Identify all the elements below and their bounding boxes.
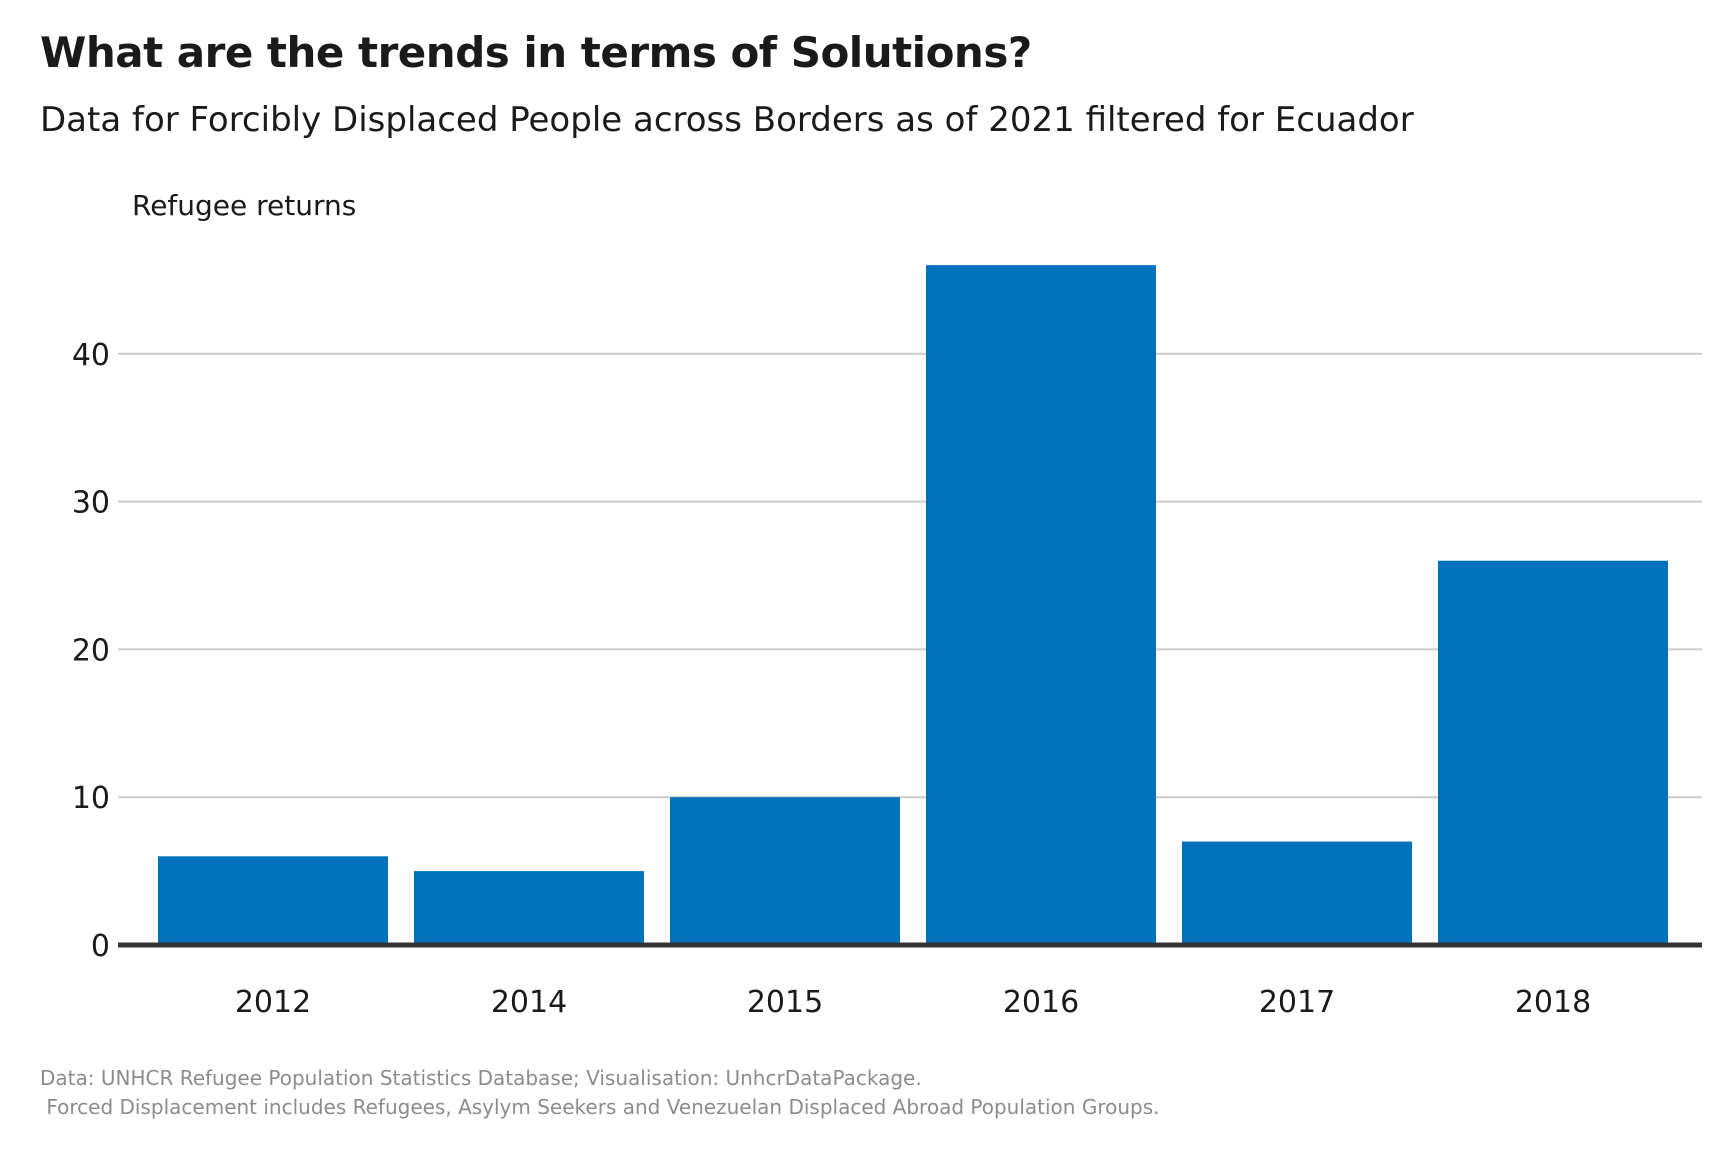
x-tick-label-2017: 2017 bbox=[1259, 985, 1335, 1020]
bar-2018 bbox=[1438, 560, 1668, 945]
y-tick-label-20: 20 bbox=[72, 633, 110, 668]
bar-2015 bbox=[670, 797, 900, 945]
x-tick-label-2014: 2014 bbox=[491, 985, 567, 1020]
x-tick-label-2016: 2016 bbox=[1003, 985, 1079, 1020]
bar-2012 bbox=[158, 856, 388, 945]
x-tick-label-2012: 2012 bbox=[235, 985, 311, 1020]
bar-2016 bbox=[926, 265, 1156, 945]
bar-2014 bbox=[414, 871, 644, 945]
bars bbox=[158, 265, 1668, 945]
x-tick-label-2018: 2018 bbox=[1515, 985, 1591, 1020]
y-tick-label-0: 0 bbox=[91, 929, 110, 964]
y-axis-title: Refugee returns bbox=[132, 189, 356, 222]
caption-source: Data: UNHCR Refugee Population Statistic… bbox=[40, 1066, 922, 1090]
axes: 0 10 20 30 40 Refugee returns 2012 2014 2015 2016… bbox=[72, 189, 1702, 1020]
bar-2017 bbox=[1182, 841, 1412, 945]
y-tick-label-30: 30 bbox=[72, 486, 110, 521]
chart-title: What are the trends in terms of Solution… bbox=[40, 28, 1032, 77]
y-tick-label-40: 40 bbox=[72, 338, 110, 373]
y-tick-label-10: 10 bbox=[72, 781, 110, 816]
chart-subtitle: Data for Forcibly Displaced People acros… bbox=[40, 100, 1414, 140]
x-tick-label-2015: 2015 bbox=[747, 985, 823, 1020]
caption-note: Forced Displacement includes Refugees, A… bbox=[40, 1095, 1160, 1119]
